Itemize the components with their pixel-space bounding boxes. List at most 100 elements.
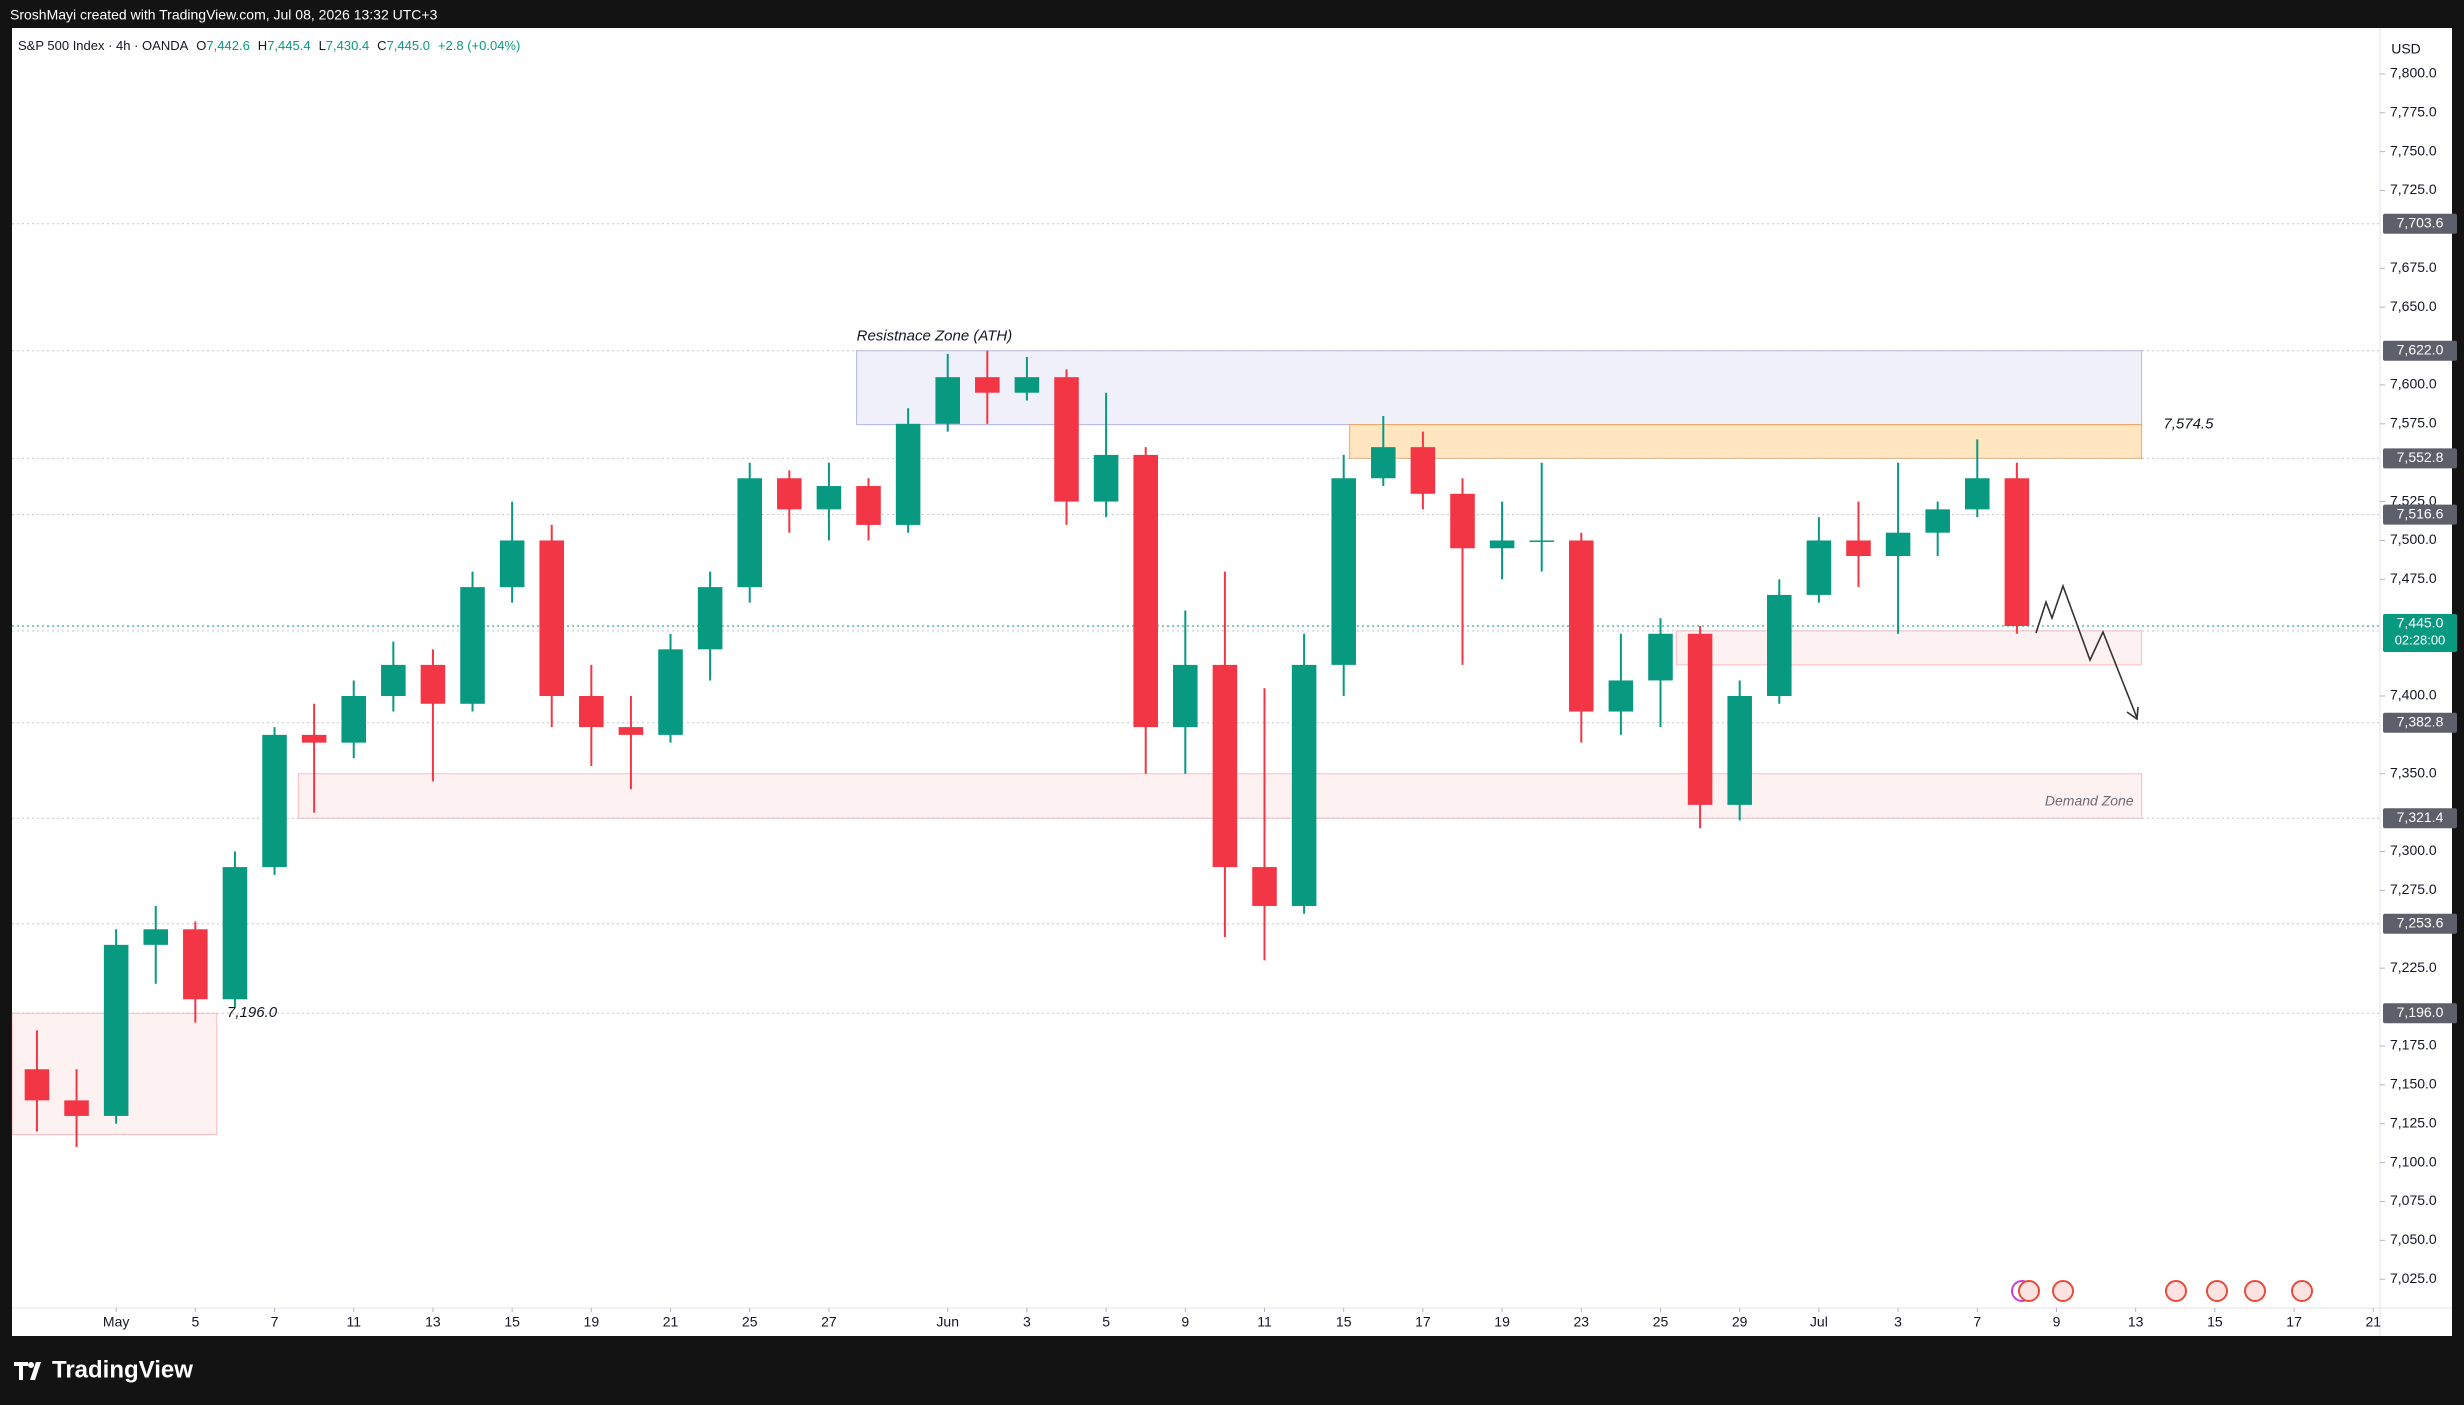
candle-body (143, 929, 169, 945)
last-price-label: 7,445.0 (2397, 615, 2444, 631)
candle-body (1291, 664, 1317, 906)
x-tick-label: 25 (1653, 1314, 1669, 1330)
legend: S&P 500 Index · 4h · OANDA O7,442.6 H7,445… (18, 38, 520, 53)
candle-body (1767, 594, 1792, 696)
candle-body (935, 377, 960, 424)
level-label: 7,516.6 (2397, 505, 2444, 521)
projection-arrow (2035, 583, 2139, 721)
x-tick-label: 13 (2128, 1314, 2144, 1330)
level-label: 7,253.6 (2397, 914, 2444, 930)
event-icon[interactable] (2291, 1280, 2313, 1302)
event-icon[interactable] (2165, 1280, 2187, 1302)
y-tick-label: 7,400.0 (2390, 687, 2437, 703)
candle-body (816, 486, 842, 510)
x-tick-label: 17 (2286, 1314, 2302, 1330)
y-tick-label: 7,775.0 (2390, 103, 2437, 119)
level-badge (2383, 504, 2457, 525)
y-tick-label: 7,300.0 (2390, 842, 2437, 858)
x-tick-label: 15 (504, 1314, 520, 1330)
zone (1349, 424, 2143, 459)
level-badge (2383, 712, 2457, 733)
candle-body (1331, 478, 1356, 665)
candle-body (618, 727, 644, 735)
y-tick-label: 7,650.0 (2390, 298, 2437, 314)
event-icon[interactable] (2018, 1280, 2040, 1302)
x-tick-label: 19 (584, 1314, 600, 1330)
candle-body (1410, 447, 1436, 494)
y-tick-label: 7,675.0 (2390, 259, 2437, 275)
candle-body (381, 664, 406, 696)
y-tick-label: 7,800.0 (2390, 65, 2437, 81)
brand-name: TradingView (52, 1356, 193, 1383)
main-layer (24, 350, 2030, 1148)
event-icon[interactable] (2244, 1280, 2266, 1302)
x-tick-label: 11 (346, 1314, 361, 1330)
candle-body (1212, 664, 1238, 868)
candle-body (499, 540, 525, 588)
candle-body (64, 1100, 89, 1116)
legend-item: C (377, 38, 386, 53)
candle-body (1529, 540, 1554, 542)
x-tick-label: 17 (1415, 1314, 1431, 1330)
candle-body (341, 695, 367, 743)
candle-body (1806, 540, 1832, 595)
x-tick-label: 5 (1102, 1314, 1110, 1330)
candle-body (1727, 695, 1752, 805)
legend-item: O (196, 38, 206, 53)
x-tick-label: 3 (1023, 1314, 1031, 1330)
x-tick-label: 21 (663, 1314, 679, 1330)
x-tick-label: 7 (1973, 1314, 1981, 1330)
y-tick-label: 7,575.0 (2390, 415, 2437, 431)
candle-body (579, 695, 604, 728)
y-tick-label: 7,025.0 (2390, 1270, 2437, 1286)
x-tick-label: 25 (742, 1314, 758, 1330)
candle-body (1054, 377, 1079, 502)
x-tick-label: 11 (1257, 1314, 1272, 1330)
y-tick-label: 7,050.0 (2390, 1231, 2437, 1247)
candle-body (1014, 377, 1040, 393)
x-tick-label: 29 (1732, 1314, 1748, 1330)
y-tick-label: 7,225.0 (2390, 959, 2437, 975)
level-label: 7,196.0 (2397, 1004, 2444, 1020)
price-note: 7,574.5 (2163, 416, 2214, 433)
candle-body (1489, 540, 1515, 549)
price-note: 7,196.0 (227, 1004, 278, 1021)
candle-body (183, 929, 208, 1000)
level-badge (2383, 213, 2457, 234)
level-badge (2383, 448, 2457, 469)
y-tick-label: 7,175.0 (2390, 1037, 2437, 1053)
level-label: 7,552.8 (2397, 449, 2444, 465)
x-tick-label: May (103, 1314, 129, 1330)
event-icon[interactable] (2052, 1280, 2074, 1302)
candle-body (1925, 509, 1950, 533)
candle-body (539, 540, 565, 696)
candle-body (1450, 493, 1475, 549)
zone-label: Resistnace Zone (ATH) (857, 328, 1013, 345)
candle-body (1846, 540, 1871, 557)
currency: USD (2391, 41, 2421, 57)
candle-body (420, 664, 446, 704)
candle-body (24, 1069, 50, 1101)
last-price-badge (2383, 614, 2457, 653)
x-tick-label: 9 (2053, 1314, 2061, 1330)
candle-body (975, 377, 1000, 393)
x-tick-label: Jun (936, 1314, 959, 1330)
legend-item: S&P 500 Index · 4h · OANDA (18, 38, 189, 53)
candle-body (301, 734, 327, 743)
level-label: 7,382.8 (2397, 713, 2444, 729)
zone-label: Demand Zone (2045, 793, 2134, 809)
y-tick-label: 7,500.0 (2390, 531, 2437, 547)
zone (856, 350, 2143, 426)
zone (1675, 630, 2143, 666)
candle-body (1965, 478, 1990, 510)
legend-item: 7,445.4 (267, 38, 310, 53)
y-tick-label: 7,075.0 (2390, 1192, 2437, 1208)
candle-body (737, 478, 762, 588)
y-tick-label: 7,525.0 (2390, 492, 2437, 508)
event-icon[interactable] (2206, 1280, 2228, 1302)
level-label: 7,622.0 (2397, 341, 2444, 357)
candle-body (103, 944, 129, 1116)
candle-body (1608, 680, 1634, 712)
candle-body (1885, 532, 1911, 557)
